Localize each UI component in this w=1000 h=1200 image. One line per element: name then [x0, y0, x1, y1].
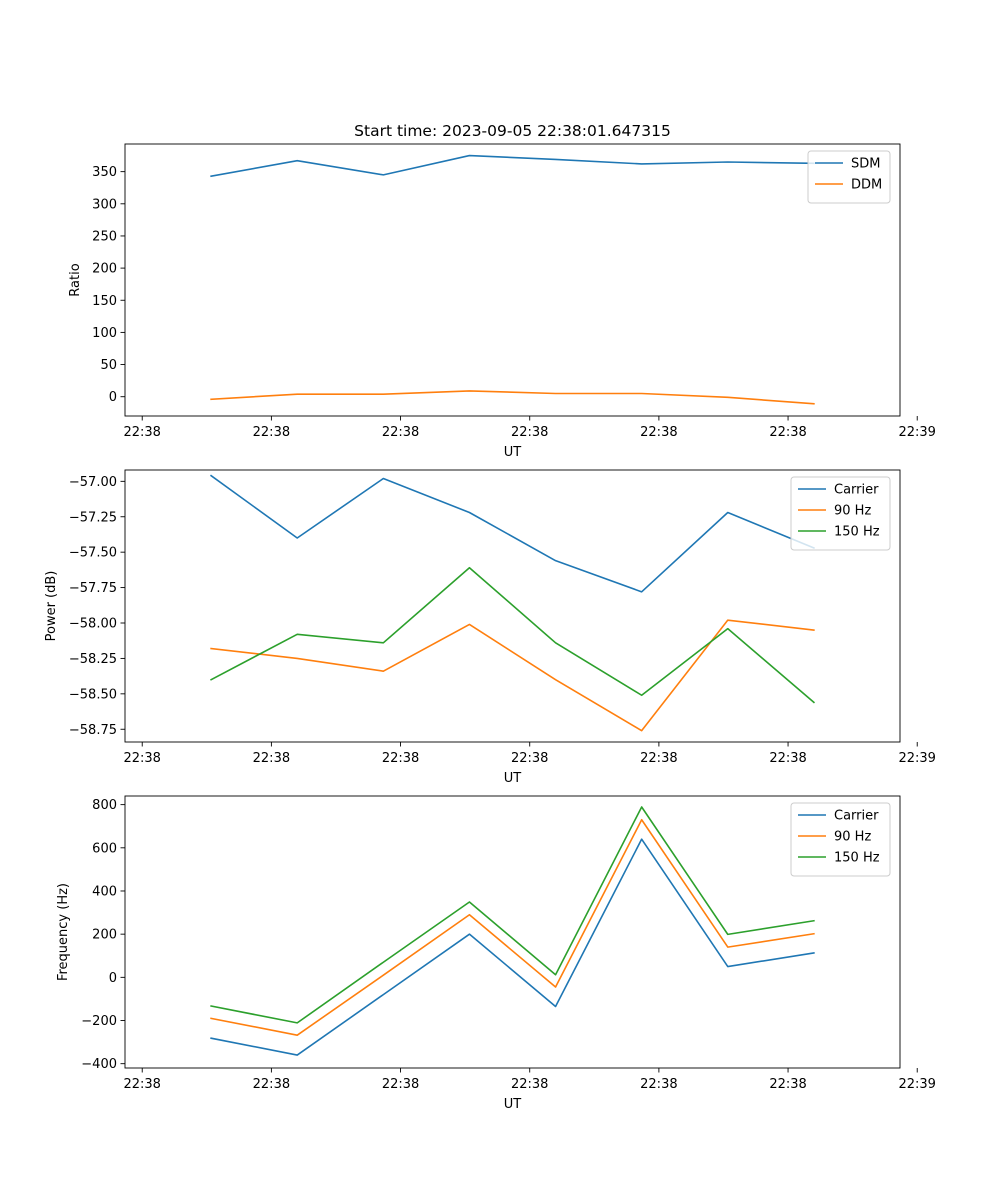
y-tick-label: 100: [92, 326, 117, 341]
y-tick-label: 150: [92, 294, 117, 309]
y-tick-label: −57.75: [69, 581, 117, 596]
x-axis-label: UT: [504, 1097, 522, 1112]
x-tick-label: 22:38: [769, 751, 806, 766]
y-tick-label: 300: [92, 197, 117, 212]
y-tick-label: −58.50: [69, 687, 117, 702]
series-line-carrier: [210, 838, 815, 1056]
x-tick-label: 22:39: [898, 1077, 935, 1092]
y-tick-label: −58.75: [69, 723, 117, 738]
chart-panel-3: 22:38 22:38 22:38 22:38 22:38 22:38 22:39 −400 −…: [56, 795, 936, 1112]
legend-label: 150 Hz: [834, 525, 880, 540]
y-tick-label: −57.25: [69, 510, 117, 525]
y-tick-label: 600: [92, 841, 117, 856]
legend: Carrier 90 Hz 150 Hz: [790, 476, 891, 551]
x-tick-label: 22:39: [898, 425, 935, 440]
x-tick-label: 22:38: [769, 1077, 806, 1092]
y-tick-label: 0: [109, 390, 117, 405]
x-tick-label: 22:38: [253, 425, 290, 440]
legend: SDM DDM: [807, 150, 891, 204]
legend-label: 150 Hz: [834, 851, 880, 866]
series-line-ddm: [210, 390, 815, 405]
x-tick-label: 22:38: [511, 751, 548, 766]
y-tick-label: −200: [81, 1014, 117, 1029]
x-tick-label: 22:38: [382, 751, 419, 766]
y-tick-label: −400: [81, 1057, 117, 1072]
y-tick-label: 400: [92, 884, 117, 899]
y-axis-label: Power (dB): [44, 571, 59, 642]
chart-panel-2: 22:38 22:38 22:38 22:38 22:38 22:38 22:39 −57.0…: [44, 469, 936, 786]
x-tick-label: 22:38: [123, 425, 160, 440]
y-tick-label: −57.00: [69, 475, 117, 490]
y-tick-label: 350: [92, 165, 117, 180]
legend-label: 90 Hz: [834, 504, 871, 519]
y-tick-label: 800: [92, 798, 117, 813]
y-tick-label: 200: [92, 262, 117, 277]
x-tick-label: 22:38: [382, 425, 419, 440]
legend-label: Carrier: [834, 809, 879, 824]
legend: Carrier 90 Hz 150 Hz: [790, 802, 891, 877]
x-tick-label: 22:38: [382, 1077, 419, 1092]
x-tick-label: 22:38: [769, 425, 806, 440]
legend-label: DDM: [851, 178, 882, 193]
y-axis-label: Frequency (Hz): [56, 883, 71, 981]
x-tick-label: 22:38: [640, 425, 677, 440]
x-axis-label: UT: [504, 771, 522, 786]
legend-label: 90 Hz: [834, 830, 871, 845]
legend-box: [807, 150, 891, 204]
y-tick-label: 250: [92, 229, 117, 244]
series-line-carrier: [209, 474, 815, 593]
x-axis-label: UT: [504, 445, 522, 460]
y-tick-label: 0: [109, 971, 117, 986]
chart-title: Start time: 2023-09-05 22:38:01.647315: [354, 122, 671, 140]
axes-frame: [124, 795, 901, 1069]
legend-label: SDM: [851, 157, 880, 172]
series-line-150-hz: [210, 806, 815, 1024]
x-tick-label: 22:38: [640, 751, 677, 766]
series-line-150-hz: [210, 566, 816, 704]
x-tick-label: 22:38: [253, 1077, 290, 1092]
axes-frame: [124, 143, 901, 417]
series-line-90-hz: [210, 818, 815, 1036]
chart-panel-1: 22:38 22:38 22:38 22:38 22:38 22:38 22:39 0 50 10…: [68, 122, 936, 460]
series-line-90-hz: [210, 619, 815, 732]
x-tick-label: 22:38: [253, 751, 290, 766]
x-tick-label: 22:39: [898, 751, 935, 766]
x-tick-label: 22:38: [511, 1077, 548, 1092]
y-tick-label: 50: [100, 358, 117, 373]
y-tick-label: −58.25: [69, 652, 117, 667]
x-tick-label: 22:38: [640, 1077, 677, 1092]
y-axis-label: Ratio: [68, 263, 83, 296]
y-tick-label: −57.50: [69, 546, 117, 561]
axes-frame: [124, 469, 901, 743]
x-tick-label: 22:38: [123, 1077, 160, 1092]
legend-label: Carrier: [834, 483, 879, 498]
x-tick-label: 22:38: [511, 425, 548, 440]
y-tick-label: 200: [92, 928, 117, 943]
y-tick-label: −58.00: [69, 617, 117, 632]
x-tick-label: 22:38: [123, 751, 160, 766]
series-line-sdm: [210, 154, 815, 178]
